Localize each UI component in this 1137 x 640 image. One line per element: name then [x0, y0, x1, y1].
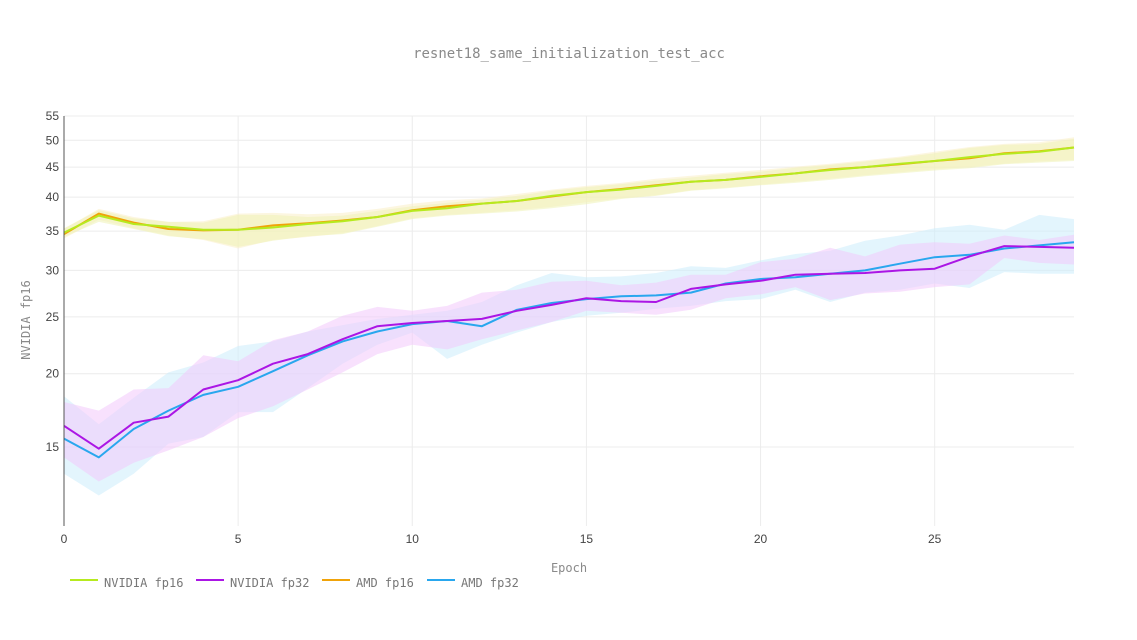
y-tick-label: 35 — [46, 224, 60, 238]
y-tick-label: 20 — [46, 367, 60, 381]
y-axis-ticks: 15 20 25 30 35 40 45 50 55 — [46, 109, 60, 454]
legend-label: NVIDIA fp16 — [104, 576, 183, 590]
x-axis-ticks: 0 5 10 15 20 25 — [61, 532, 942, 546]
legend-label: NVIDIA fp32 — [230, 576, 309, 590]
grid — [63, 115, 1074, 526]
x-axis-label: Epoch — [551, 561, 587, 575]
band-nvidia-fp32 — [64, 234, 1074, 482]
y-tick-label: 55 — [46, 109, 60, 123]
x-tick-label: 20 — [754, 532, 768, 546]
confidence-bands — [64, 137, 1074, 496]
x-tick-label: 15 — [580, 532, 594, 546]
x-tick-label: 25 — [928, 532, 942, 546]
legend-label: AMD fp32 — [461, 576, 519, 590]
y-tick-label: 25 — [46, 310, 60, 324]
legend: NVIDIA fp16 NVIDIA fp32 AMD fp16 AMD fp32 — [70, 576, 519, 590]
x-tick-label: 5 — [235, 532, 242, 546]
y-tick-label: 40 — [46, 190, 60, 204]
legend-item[interactable]: AMD fp16 — [322, 576, 414, 590]
band-nvidia-fp16 — [64, 138, 1074, 247]
y-axis-label: NVIDIA fp16 — [19, 280, 33, 359]
y-tick-label: 30 — [46, 263, 60, 277]
series-line-nvidia-fp16 — [63, 146, 1075, 234]
y-tick-label: 45 — [46, 160, 60, 174]
legend-label: AMD fp16 — [356, 576, 414, 590]
chart-title: resnet18_same_initialization_test_acc — [413, 46, 725, 62]
x-tick-label: 10 — [406, 532, 420, 546]
legend-item[interactable]: NVIDIA fp32 — [196, 576, 309, 590]
series-lines — [63, 146, 1075, 459]
series-line-nvidia-fp32 — [63, 245, 1075, 450]
y-tick-label: 50 — [46, 133, 60, 147]
y-tick-label: 15 — [46, 440, 60, 454]
legend-item[interactable]: NVIDIA fp16 — [70, 576, 183, 590]
legend-item[interactable]: AMD fp32 — [427, 576, 519, 590]
x-tick-label: 0 — [61, 532, 68, 546]
